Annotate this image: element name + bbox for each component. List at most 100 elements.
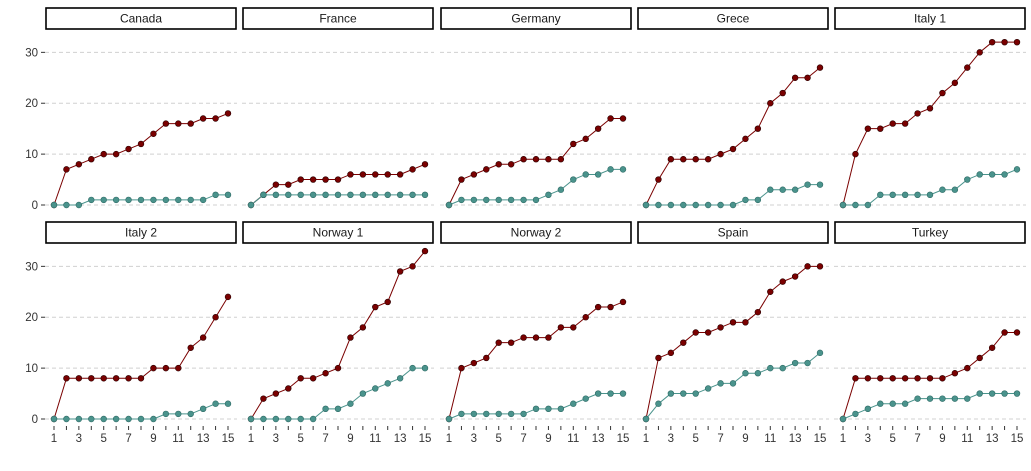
data-point	[804, 359, 811, 367]
data-point	[470, 359, 478, 367]
data-point	[729, 145, 737, 153]
data-point	[804, 263, 811, 270]
strip-grece	[637, 7, 829, 30]
data-point	[162, 196, 170, 204]
data-point	[372, 191, 379, 199]
data-point	[594, 125, 602, 132]
data-point	[594, 303, 602, 311]
strip-germany	[440, 7, 632, 30]
data-point	[396, 375, 404, 382]
data-point	[272, 191, 280, 199]
panel-canada: Canada 0 10 20 30	[25, 7, 237, 212]
data-point	[137, 375, 145, 382]
strip-france	[242, 7, 434, 30]
data-point	[125, 145, 132, 153]
data-point	[545, 334, 552, 341]
data-point	[557, 186, 565, 193]
data-point	[545, 405, 552, 413]
data-point	[88, 415, 95, 423]
data-point	[260, 415, 267, 423]
x-tick-label: 9	[150, 433, 156, 445]
x-tick-label: 15	[419, 433, 432, 445]
strip-turkey	[834, 221, 1026, 244]
data-point	[495, 196, 502, 204]
x-tick-label: 3	[471, 433, 477, 445]
strip-italy-2	[45, 221, 237, 244]
data-point	[704, 201, 712, 209]
data-point	[889, 375, 896, 382]
x-tick-label: 15	[617, 433, 630, 445]
data-point	[852, 150, 859, 158]
strip-label: Grece	[717, 12, 750, 26]
data-point	[779, 186, 786, 193]
strip-label: Italy 2	[125, 226, 157, 240]
x-tick-label: 1	[248, 433, 254, 445]
x-tick-label: 11	[567, 433, 579, 445]
data-point	[976, 171, 983, 178]
strip-label: Turkey	[912, 226, 948, 240]
data-point	[951, 370, 959, 377]
x-tick-label: 13	[789, 433, 802, 445]
data-point	[309, 375, 317, 382]
data-point	[495, 339, 502, 346]
strip-spain	[637, 221, 829, 244]
x-tick-label: 1	[51, 433, 57, 445]
data-point	[199, 115, 207, 122]
data-point	[642, 201, 650, 209]
data-point	[619, 298, 627, 306]
data-point	[545, 191, 552, 199]
data-point	[187, 196, 194, 204]
data-point	[1001, 329, 1008, 336]
data-point	[359, 191, 367, 199]
data-point	[680, 390, 687, 397]
data-point	[495, 161, 502, 168]
x-tick-label: 15	[1011, 433, 1024, 445]
data-point	[767, 288, 774, 295]
data-point	[791, 74, 799, 81]
strip-label: France	[319, 12, 357, 26]
data-point	[347, 171, 354, 178]
data-point	[334, 405, 342, 413]
x-tick-label: 3	[865, 433, 871, 445]
data-point	[372, 303, 379, 311]
data-point	[112, 196, 120, 204]
data-point	[247, 415, 255, 423]
data-point	[594, 390, 602, 397]
data-point	[150, 130, 157, 137]
data-point	[877, 400, 884, 407]
data-point	[816, 181, 824, 188]
data-point	[976, 49, 983, 56]
panel-norway-1: Norway 11 3 5 7 9 11 13 15	[242, 221, 434, 445]
data-point	[199, 334, 207, 341]
data-point	[75, 415, 83, 423]
data-point	[754, 370, 762, 377]
x-tick-label: 7	[125, 433, 131, 445]
data-point	[1001, 38, 1008, 46]
x-tick-label: 13	[986, 433, 999, 445]
x-tick-label: 9	[939, 433, 945, 445]
x-tick-label: 5	[890, 433, 896, 445]
x-tick-label: 3	[273, 433, 279, 445]
x-tick-label: 9	[347, 433, 353, 445]
data-point	[1013, 329, 1021, 336]
panel-france: France	[242, 7, 434, 209]
data-point	[864, 201, 872, 209]
data-point	[532, 196, 540, 204]
strip-label: Norway 1	[313, 226, 364, 240]
strip-label: Spain	[718, 226, 749, 240]
data-point	[384, 191, 391, 199]
data-point	[864, 405, 872, 413]
data-point	[570, 140, 577, 148]
data-point	[877, 125, 884, 132]
data-point	[285, 181, 292, 188]
data-point	[63, 415, 70, 423]
data-point	[384, 380, 391, 387]
data-point	[545, 156, 552, 163]
x-tick-label: 7	[520, 433, 526, 445]
data-point	[791, 359, 799, 367]
data-point	[607, 115, 614, 122]
data-point	[926, 375, 934, 382]
data-point	[754, 196, 762, 204]
data-point	[520, 334, 527, 341]
